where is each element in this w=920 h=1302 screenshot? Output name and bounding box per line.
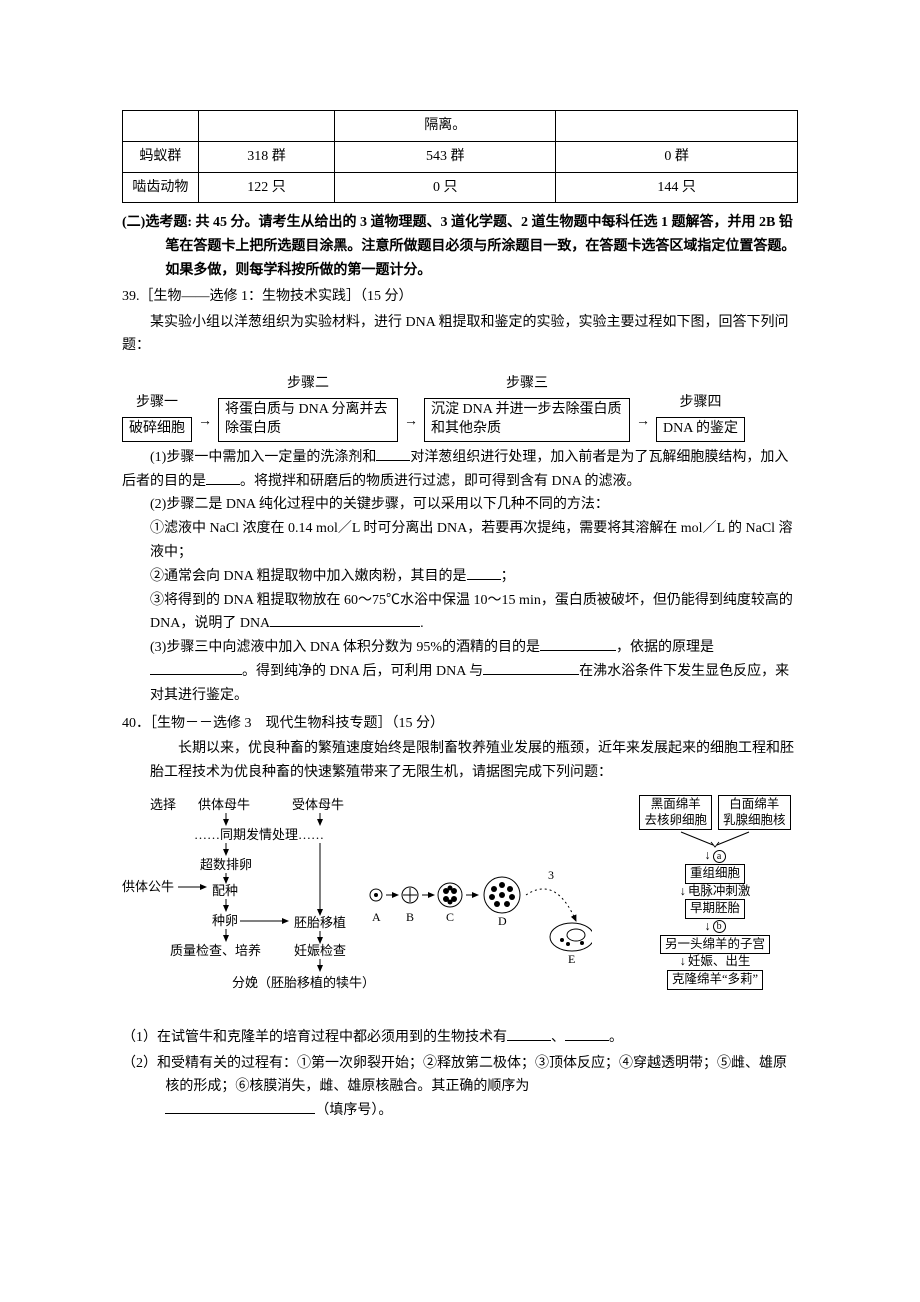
step-a-icon: a xyxy=(713,850,726,863)
text: ； xyxy=(501,569,515,584)
svg-text:C: C xyxy=(446,910,454,924)
cell: 啮齿动物 xyxy=(123,172,199,203)
blank-field[interactable] xyxy=(270,626,420,627)
text: (3)步骤三中向滤液中加入 DNA 体积分数为 95%的酒精的目的是 xyxy=(150,640,540,655)
text: ③将得到的 DNA 粗提取物放在 60～75℃水浴中保温 10～15 min，蛋… xyxy=(150,593,793,632)
q39-p2ii: ②通常会向 DNA 粗提取物中加入嫩肉粉，其目的是 ； xyxy=(122,565,798,589)
blank-field[interactable] xyxy=(165,1113,315,1114)
svg-text:E: E xyxy=(568,952,575,966)
svg-text:妊娠检查: 妊娠检查 xyxy=(294,943,346,958)
q39-flowchart: 步骤一 破碎细胞 → 步骤二 将蛋白质与 DNA 分离并去除蛋白质 → 步骤三 … xyxy=(122,372,798,442)
svg-text:超数排卵: 超数排卵 xyxy=(200,857,252,872)
text: （1）在试管牛和克隆羊的培育过程中都必须用到的生物技术有 xyxy=(122,1030,507,1045)
svg-text:A: A xyxy=(372,910,381,924)
q39-p2i: ①滤液中 NaCl 浓度在 0.14 mol／L 时可分离出 DNA，若要再次提… xyxy=(122,517,798,565)
table-row: 啮齿动物 122 只 0 只 144 只 xyxy=(123,172,798,203)
section2-instructions: (二)选考题: 共 45 分。请考生从给出的 3 道物理题、3 道化学题、2 道… xyxy=(122,211,798,282)
section2-prefix: (二)选考题: xyxy=(122,215,192,230)
step-b-icon: b xyxy=(713,920,726,933)
flow-step-label: 步骤四 xyxy=(680,391,722,415)
text: 。 xyxy=(609,1030,623,1045)
blank-field[interactable] xyxy=(150,674,242,675)
svg-text:3: 3 xyxy=(548,868,554,882)
svg-text:配种: 配种 xyxy=(212,883,238,898)
flow-arrow-icon: → xyxy=(198,410,212,442)
cell: 0 群 xyxy=(556,141,798,172)
flow-arrow-icon: → xyxy=(636,410,650,442)
pb-label: 妊娠、出生 xyxy=(688,955,751,969)
stim-label: 电脉冲刺激 xyxy=(688,885,751,899)
flow-step-box: DNA 的鉴定 xyxy=(656,417,745,442)
rbox: 另一头绵羊的子宫 xyxy=(660,935,770,955)
rbox-top-left: 黑面绵羊 去核卵细胞 xyxy=(639,795,712,830)
blank-field[interactable] xyxy=(483,674,579,675)
rbox: 早期胚胎 xyxy=(685,899,745,919)
cell: 隔离。 xyxy=(335,111,556,142)
q40-q2: （2）和受精有关的过程有：①第一次卵裂开始；②释放第二极体；③顶体反应；④穿越透… xyxy=(122,1052,798,1123)
blank-field[interactable] xyxy=(467,579,501,580)
svg-text:分娩（胚胎移植的犊牛）: 分娩（胚胎移植的犊牛） xyxy=(232,975,375,990)
svg-text:D: D xyxy=(498,914,507,928)
section2-rest: 共 45 分。请考生从给出的 3 道物理题、3 道化学题、2 道生物题中每科任选… xyxy=(165,215,795,278)
blank-field[interactable] xyxy=(565,1040,609,1041)
svg-text:质量检查、培养: 质量检查、培养 xyxy=(170,943,261,958)
table-row: 隔离。 xyxy=(123,111,798,142)
q40-q1: （1）在试管牛和克隆羊的培育过程中都必须用到的生物技术有 、 。 xyxy=(122,1026,798,1050)
text: . xyxy=(420,616,424,631)
svg-text:受体母牛: 受体母牛 xyxy=(292,797,344,812)
q40-intro: 长期以来，优良种畜的繁殖速度始终是限制畜牧养殖业发展的瓶颈，近年来发展起来的细胞… xyxy=(122,737,798,785)
flow-arrow-icon: → xyxy=(404,410,418,442)
q40-left-diagram: 选择 供体母牛 受体母牛 ……同期发情处理…… 超数排卵 供体公牛 配种 种卵 … xyxy=(122,795,614,1014)
q39-intro: 某实验小组以洋葱组织为实验材料，进行 DNA 粗提取和鉴定的实验，实验主要过程如… xyxy=(122,311,798,359)
rbox: 重组细胞 xyxy=(685,864,745,884)
svg-text:胚胎移植: 胚胎移植 xyxy=(294,915,346,930)
svg-text:种卵: 种卵 xyxy=(212,913,238,928)
table-row: 蚂蚁群 318 群 543 群 0 群 xyxy=(123,141,798,172)
cell: 318 群 xyxy=(198,141,335,172)
flow-step-label: 步骤二 xyxy=(287,372,329,396)
blank-field[interactable] xyxy=(507,1040,551,1041)
cell xyxy=(123,111,199,142)
text: ，依据的原理是 xyxy=(616,640,714,655)
text: 。将搅拌和研磨后的物质进行过滤，即可得到含有 DNA 的滤液。 xyxy=(240,474,641,489)
svg-text:供体母牛: 供体母牛 xyxy=(198,797,250,812)
rbox-top-right: 白面绵羊 乳腺细胞核 xyxy=(718,795,791,830)
svg-text:B: B xyxy=(406,910,414,924)
text: （2）和受精有关的过程有：①第一次卵裂开始；②释放第二极体；③顶体反应；④穿越透… xyxy=(122,1056,787,1095)
svg-text:……同期发情处理……: ……同期发情处理…… xyxy=(194,827,324,842)
merge-arrows-icon xyxy=(655,830,775,848)
text: （填序号）。 xyxy=(315,1103,392,1118)
flow-step-label: 步骤三 xyxy=(506,372,548,396)
blank-field[interactable] xyxy=(206,484,240,485)
flow-step-box: 破碎细胞 xyxy=(122,417,192,442)
cell: 0 只 xyxy=(335,172,556,203)
cell xyxy=(198,111,335,142)
text: ②通常会向 DNA 粗提取物中加入嫩肉粉，其目的是 xyxy=(150,569,467,584)
flow-step-label: 步骤一 xyxy=(136,391,178,415)
q40-figures: 选择 供体母牛 受体母牛 ……同期发情处理…… 超数排卵 供体公牛 配种 种卵 … xyxy=(122,795,798,1014)
q39-title: 39.［生物——选修 1：生物技术实践］（15 分） xyxy=(122,285,798,309)
text: 、 xyxy=(551,1030,565,1045)
rbox: 克隆绵羊“多莉” xyxy=(667,970,763,990)
cell: 122 只 xyxy=(198,172,335,203)
text: (1)步骤一中需加入一定量的洗涤剂和 xyxy=(150,450,376,465)
q39-p2: (2)步骤二是 DNA 纯化过程中的关键步骤，可以采用以下几种不同的方法： xyxy=(122,493,798,517)
blank-field[interactable] xyxy=(540,650,616,651)
species-table: 隔离。 蚂蚁群 318 群 543 群 0 群 啮齿动物 122 只 0 只 1… xyxy=(122,110,798,203)
cell: 蚂蚁群 xyxy=(123,141,199,172)
q39-p3: (3)步骤三中向滤液中加入 DNA 体积分数为 95%的酒精的目的是 ，依据的原理… xyxy=(122,636,798,707)
cell xyxy=(556,111,798,142)
flow-step-box: 将蛋白质与 DNA 分离并去除蛋白质 xyxy=(218,398,398,442)
q40-right-diagram: 黑面绵羊 去核卵细胞 白面绵羊 乳腺细胞核 ↓a 重组细胞 ↓电脉冲刺激 早期胚… xyxy=(632,795,798,990)
text: 。得到纯净的 DNA 后，可利用 DNA 与 xyxy=(242,664,483,679)
cell: 543 群 xyxy=(335,141,556,172)
blank-field[interactable] xyxy=(376,460,410,461)
q40-title: 40．［生物－－选修 3 现代生物科技专题］（15 分） xyxy=(122,712,798,736)
cell: 144 只 xyxy=(556,172,798,203)
svg-text:选择: 选择 xyxy=(150,797,176,812)
q39-p2iii: ③将得到的 DNA 粗提取物放在 60～75℃水浴中保温 10～15 min，蛋… xyxy=(122,589,798,637)
q39-p1: (1)步骤一中需加入一定量的洗涤剂和对洋葱组织进行处理，加入前者是为了瓦解细胞膜… xyxy=(122,446,798,494)
flow-step-box: 沉淀 DNA 并进一步去除蛋白质和其他杂质 xyxy=(424,398,630,442)
svg-text:供体公牛: 供体公牛 xyxy=(122,879,174,894)
